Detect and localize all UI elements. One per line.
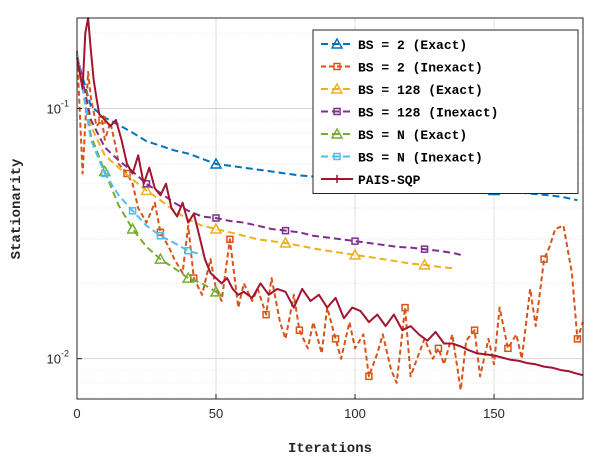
legend-box	[312, 29, 579, 194]
data-point	[281, 226, 290, 235]
data-point	[209, 222, 223, 234]
data-point	[126, 222, 139, 234]
data-point	[154, 252, 167, 264]
legend-marker	[330, 127, 344, 139]
y-axis-title: Stationarity	[9, 158, 25, 259]
data-point	[226, 235, 234, 244]
series-line	[76, 17, 584, 377]
data-point	[470, 326, 479, 334]
x-tick-label: 150	[483, 406, 505, 421]
data-point	[418, 258, 431, 270]
data-point	[212, 214, 220, 222]
series-layer	[76, 17, 584, 391]
data-point	[101, 169, 109, 178]
series-6	[76, 17, 584, 377]
data-point	[140, 183, 153, 196]
legend-marker	[333, 152, 341, 161]
y-tick-label: 10-2	[47, 349, 69, 367]
data-point	[401, 303, 409, 312]
legend-marker	[333, 175, 341, 183]
data-point	[295, 326, 304, 334]
legend-label: BS = N (Inexact)	[358, 151, 483, 166]
data-point	[573, 335, 582, 343]
legend-label: PAIS-SQP	[358, 173, 421, 188]
series-line	[76, 53, 461, 256]
series-line	[76, 53, 453, 270]
legend-marker	[330, 82, 344, 94]
data-point	[181, 271, 195, 283]
legend-label: BS = 2 (Exact)	[358, 38, 467, 53]
data-point	[504, 344, 512, 353]
axes: 0 50 100 150 10-1 10-2	[47, 98, 505, 421]
plot-frame	[76, 17, 584, 400]
legend-label: BS = 128 (Exact)	[358, 83, 483, 98]
legend: BS = 2 (Exact) BS = 2 (Inexact) BS = 128 (…	[312, 29, 579, 194]
legend-label: BS = 128 (Inexact)	[358, 106, 498, 121]
data-point	[351, 237, 359, 245]
data-point	[209, 157, 223, 169]
series-2	[76, 53, 453, 270]
data-point	[348, 248, 362, 260]
data-point	[209, 285, 223, 297]
data-point	[331, 335, 340, 343]
data-point	[365, 372, 373, 381]
x-tick-label: 50	[209, 406, 223, 421]
data-point	[184, 247, 192, 255]
series-line	[76, 53, 203, 256]
legend-marker	[333, 62, 341, 71]
data-point	[540, 255, 548, 263]
data-point	[420, 245, 429, 253]
data-point	[262, 310, 270, 319]
data-point	[156, 232, 165, 240]
legend-marker	[330, 37, 344, 49]
x-axis-title: Iterations	[288, 441, 372, 457]
data-point	[128, 207, 137, 215]
legend-marker	[333, 107, 341, 116]
y-tick-label: 10-1	[47, 98, 69, 116]
legend-label: BS = 2 (Inexact)	[358, 61, 483, 76]
x-tick-label: 100	[344, 406, 366, 421]
data-point	[279, 236, 292, 248]
series-5	[76, 53, 203, 256]
legend-label: BS = N (Exact)	[358, 128, 467, 143]
x-tick-label: 0	[73, 406, 80, 421]
data-point	[434, 344, 443, 353]
